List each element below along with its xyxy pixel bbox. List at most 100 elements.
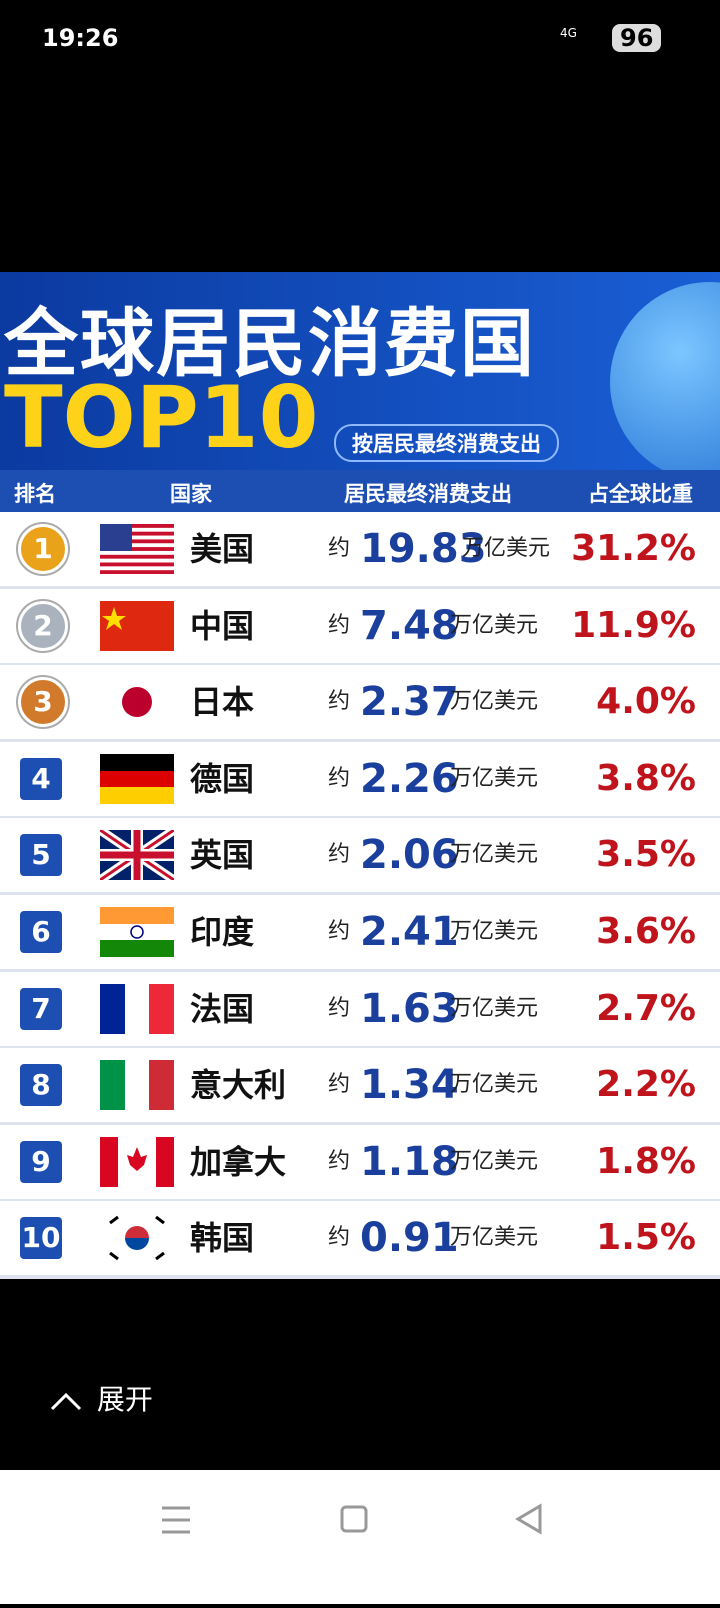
rank: 6	[20, 911, 62, 953]
approx: 约	[328, 842, 351, 868]
rank: 8	[20, 1064, 62, 1107]
flag-icon	[100, 1136, 174, 1187]
rank: 9	[20, 1140, 62, 1183]
unit: 万亿美元	[462, 536, 551, 561]
rank: 3	[18, 677, 68, 728]
amount: 2.37	[360, 679, 459, 726]
time: 19:26	[42, 24, 119, 52]
flag	[100, 1213, 174, 1264]
flag	[100, 1136, 174, 1187]
flag	[100, 983, 174, 1034]
share: 3.8%	[596, 757, 696, 799]
table-row: 3 日本 约 2.37 万亿美元 4.0%	[0, 665, 720, 744]
flag-icon	[100, 1060, 174, 1111]
table-row: 5 英国 约 2.06 万亿美元 3.5%	[0, 818, 720, 897]
header-cell: 国家	[170, 482, 212, 506]
table-row: 1 美国 约 19.83 万亿美元 31.2%	[0, 512, 720, 590]
approx: 约	[328, 612, 351, 638]
country: 韩国	[190, 1219, 255, 1258]
network: 4G	[560, 26, 577, 40]
title: 全球居民消费国	[4, 301, 536, 387]
header-cell: 居民最终消费支出	[344, 482, 512, 506]
unit: 万亿美元	[450, 1148, 539, 1174]
unit: 万亿美元	[450, 765, 539, 791]
table-row: 2 中国 约 7.48 万亿美元 11.9%	[0, 588, 720, 667]
expand-button[interactable]: 展开	[48, 1378, 153, 1418]
share: 11.9%	[571, 604, 696, 646]
share: 3.5%	[596, 834, 696, 876]
flag	[100, 753, 174, 804]
flag-icon	[100, 1213, 174, 1264]
share: 31.2%	[571, 528, 696, 569]
approx: 约	[328, 1148, 351, 1174]
flag-icon	[97, 826, 177, 885]
country: 加拿大	[190, 1142, 287, 1181]
unit: 万亿美元	[450, 919, 539, 944]
country: 日本	[190, 683, 255, 722]
flag	[100, 907, 174, 957]
flag-icon	[100, 677, 174, 728]
expand-label: 展开	[96, 1383, 153, 1416]
country: 印度	[190, 913, 255, 951]
amount: 2.06	[360, 832, 459, 879]
flag-icon	[100, 524, 174, 575]
unit: 万亿美元	[450, 995, 539, 1021]
amount: 2.41	[360, 909, 459, 955]
amount: 19.83	[360, 526, 487, 572]
status-bar: 19:26 4G 96	[0, 0, 720, 80]
approx: 约	[328, 765, 351, 791]
flag	[100, 677, 174, 728]
battery: 96	[612, 24, 662, 52]
flag-icon	[100, 600, 174, 651]
approx: 约	[328, 919, 351, 944]
header-cell: 排名	[14, 482, 56, 506]
country: 中国	[190, 606, 255, 645]
subtitle: 按居民最终消费支出	[334, 424, 559, 462]
approx: 约	[328, 536, 351, 561]
nav-icons	[162, 1503, 542, 1535]
globe	[610, 282, 720, 470]
country: 意大利	[190, 1066, 287, 1105]
table-header: 排名 国家 居民最终消费支出 占全球比重	[0, 470, 720, 512]
flag	[100, 524, 174, 575]
top10: TOP10	[4, 368, 319, 468]
rank: 4	[20, 757, 62, 800]
unit: 万亿美元	[450, 1225, 539, 1251]
flag-icon	[100, 753, 174, 804]
table-row: 7 法国 约 1.63 万亿美元 2.7%	[0, 971, 720, 1050]
rank: 7	[20, 987, 62, 1030]
nav-bar	[0, 1470, 720, 1604]
unit: 万亿美元	[450, 1072, 539, 1098]
flag-icon	[100, 907, 174, 957]
share: 2.2%	[596, 1064, 696, 1106]
unit: 万亿美元	[450, 612, 539, 638]
table-row: 4 德国 约 2.26 万亿美元 3.8%	[0, 741, 720, 820]
share: 4.0%	[596, 681, 696, 723]
share: 2.7%	[596, 987, 696, 1029]
banner: 全球居民消费国 TOP10 按居民最终消费支出	[0, 272, 720, 470]
amount: 1.18	[360, 1138, 459, 1185]
unit: 万亿美元	[450, 689, 539, 715]
country: 美国	[190, 530, 255, 568]
rank: 5	[20, 834, 62, 877]
approx: 约	[328, 1225, 351, 1251]
amount: 1.34	[360, 1062, 459, 1109]
share: 3.6%	[596, 911, 696, 952]
amount: 2.26	[360, 755, 459, 802]
header-cell: 占全球比重	[588, 482, 693, 506]
amount: 7.48	[360, 602, 459, 649]
country: 德国	[190, 759, 255, 798]
flag	[100, 600, 174, 651]
share: 1.8%	[596, 1140, 696, 1182]
amount: 1.63	[360, 985, 459, 1032]
amount: 0.91	[360, 1215, 459, 1262]
approx: 约	[328, 1072, 351, 1098]
flag-icon	[100, 983, 174, 1034]
share: 1.5%	[596, 1217, 696, 1259]
country: 法国	[190, 989, 255, 1028]
rank: 2	[18, 600, 68, 651]
unit: 万亿美元	[450, 842, 539, 868]
approx: 约	[328, 689, 351, 715]
table-row: 6 印度 约 2.41 万亿美元 3.6%	[0, 895, 720, 973]
